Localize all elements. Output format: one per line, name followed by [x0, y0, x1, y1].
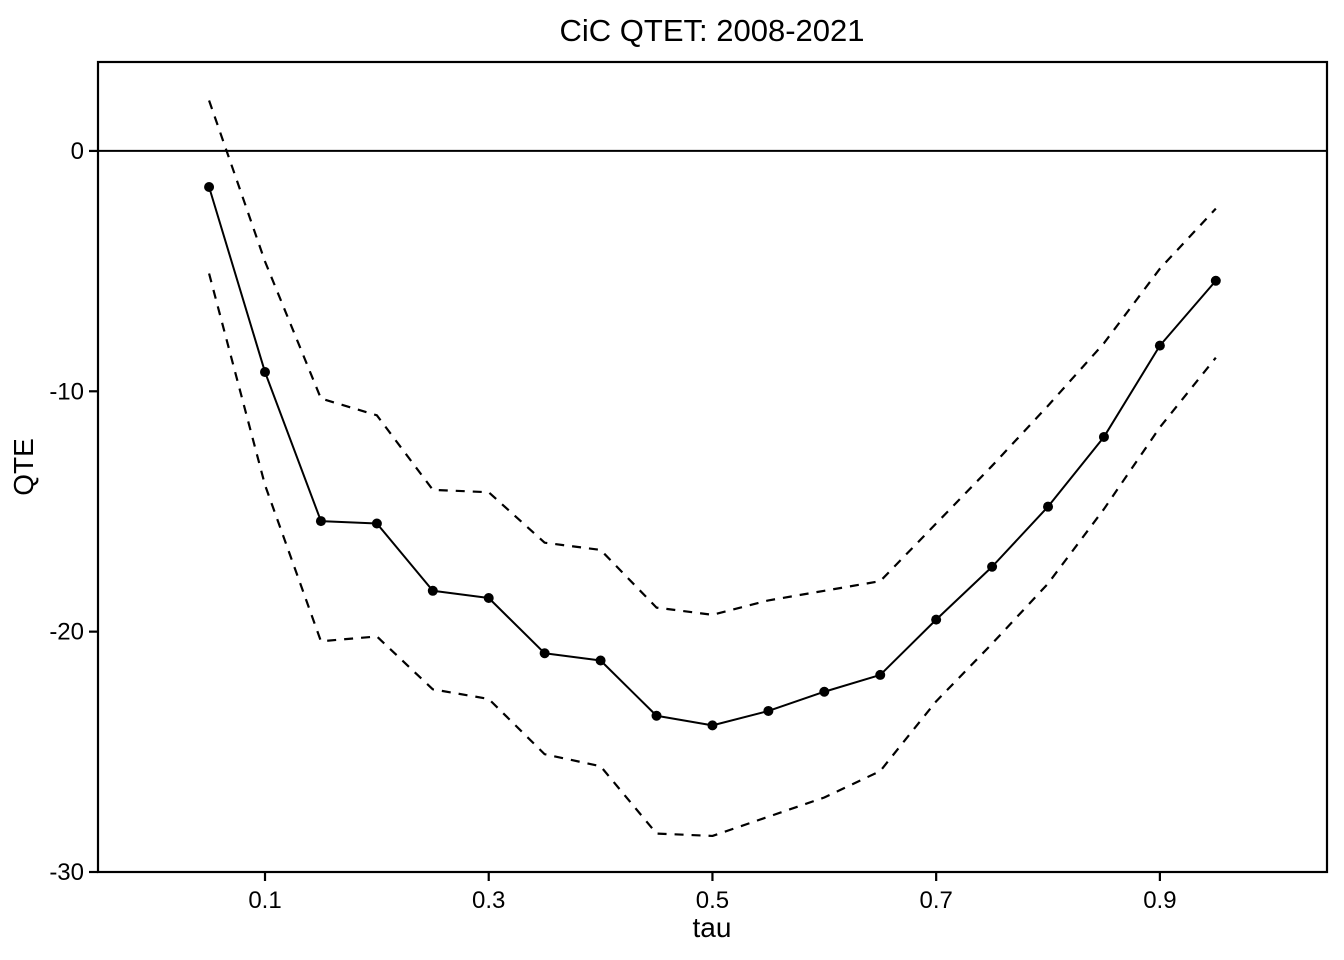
qte-point	[1154, 340, 1165, 351]
panel-border	[96, 60, 1329, 874]
qte-point	[371, 518, 382, 529]
qte-point	[875, 669, 886, 680]
axes-layer: 0.1 0.3 0.5 0.7 0.9 0 -10 -20 -30	[49, 60, 1329, 914]
x-tick-label: 0.1	[248, 887, 281, 914]
qte-point	[483, 592, 494, 603]
qte-point	[539, 648, 550, 659]
y-tick-label: 0	[71, 138, 84, 165]
qte-point	[595, 655, 606, 666]
x-tick-label: 0.5	[696, 887, 729, 914]
x-tick-label: 0.9	[1143, 887, 1176, 914]
qte-point	[651, 710, 662, 721]
qte-point	[819, 686, 830, 697]
y-tick-label: -20	[49, 619, 84, 646]
qte-point	[1043, 501, 1054, 512]
qte-point	[315, 516, 326, 527]
x-axis-title: tau	[693, 912, 732, 943]
qte-point	[1098, 431, 1109, 442]
qte-point	[931, 614, 942, 625]
series-layer	[204, 100, 1221, 838]
qte-line	[208, 186, 1217, 727]
lower-ci-line	[208, 273, 1217, 838]
upper-ci-line	[208, 100, 1217, 616]
qte-point	[260, 367, 271, 378]
x-tick-label: 0.7	[919, 887, 952, 914]
qte-point	[763, 705, 774, 716]
qte-point	[427, 585, 438, 596]
qte-point	[1210, 275, 1221, 286]
y-tick-label: -10	[49, 378, 84, 405]
qte-point	[204, 181, 215, 192]
y-tick-label: -30	[49, 859, 84, 886]
qte-point	[987, 561, 998, 572]
y-axis-title: QTE	[8, 438, 39, 496]
x-tick-label: 0.3	[472, 887, 505, 914]
qte-point	[707, 720, 718, 731]
chart-title: CiC QTET: 2008-2021	[560, 13, 865, 48]
